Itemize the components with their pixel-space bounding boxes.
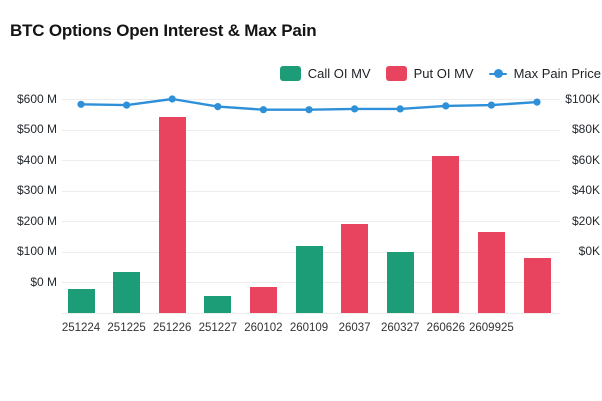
call-bar-251227[interactable] xyxy=(204,296,232,313)
x-axis-label-251227: 251227 xyxy=(198,322,237,334)
put-bar-260102[interactable] xyxy=(249,287,277,313)
h-gridline xyxy=(62,99,560,100)
x-axis-label-251225: 251225 xyxy=(107,322,146,334)
legend-item-call-oi[interactable]: Call OI MV xyxy=(279,65,371,81)
max-pain-point-251227[interactable] xyxy=(214,103,222,111)
right-axis-tick: $40K xyxy=(571,183,600,198)
left-axis-tick: $600 M xyxy=(16,91,57,106)
max-pain-point-251224[interactable] xyxy=(77,100,85,108)
h-gridline xyxy=(62,160,560,162)
left-axis-tick: $500 M xyxy=(16,122,57,137)
max-pain-point-2609925[interactable] xyxy=(487,101,495,109)
chart-title: BTC Options Open Interest & Max Pain xyxy=(10,21,317,40)
max-pain-point-26037[interactable] xyxy=(351,105,359,113)
legend-item-max-pain[interactable]: Max Pain Price xyxy=(488,65,601,81)
h-gridline xyxy=(62,313,560,314)
chart-legend: Call OI MV Put OI MV Max Pain Price xyxy=(279,64,601,82)
legend-label-put-oi: Put OI MV xyxy=(413,65,474,81)
max-pain-point-260102[interactable] xyxy=(259,106,267,114)
max-pain-point-251226[interactable] xyxy=(168,95,176,103)
legend-item-put-oi[interactable]: Put OI MV xyxy=(385,65,474,81)
put-bar-251226[interactable] xyxy=(158,117,186,313)
put-oi-swatch-icon xyxy=(385,65,407,81)
x-axis-label-2609925: 2609925 xyxy=(469,322,514,334)
x-axis-label-260102: 260102 xyxy=(244,322,283,334)
max-pain-point-260109[interactable] xyxy=(305,106,313,114)
x-axis-label-251224: 251224 xyxy=(61,322,101,334)
right-axis-tick: $20K xyxy=(571,213,600,228)
left-axis-tick: $0 M xyxy=(30,274,57,289)
max-pain-point-260626[interactable] xyxy=(442,102,450,110)
max-pain-point-251225[interactable] xyxy=(123,101,131,109)
call-bar-260109[interactable] xyxy=(295,245,323,313)
right-axis-tick: $0K xyxy=(578,244,600,259)
x-axis-label-26037: 26037 xyxy=(338,322,371,334)
left-axis-tick: $100 M xyxy=(16,244,57,259)
right-axis-tick: $60K xyxy=(571,152,600,167)
put-bar-unlabeled[interactable] xyxy=(523,258,551,313)
x-axis-label-260626: 260626 xyxy=(426,322,465,334)
left-axis-tick: $300 M xyxy=(16,183,57,198)
h-gridline xyxy=(62,190,560,192)
legend-label-max-pain: Max Pain Price xyxy=(513,65,601,81)
h-gridline xyxy=(62,129,560,131)
legend-label-call-oi: Call OI MV xyxy=(307,65,371,81)
x-axis-label-251226: 251226 xyxy=(153,322,192,334)
call-oi-swatch-icon xyxy=(279,65,301,81)
h-gridline xyxy=(62,221,560,223)
left-axis-tick: $400 M xyxy=(16,152,57,167)
max-pain-line-marker-icon xyxy=(488,66,507,81)
left-axis-tick: $200 M xyxy=(16,213,57,228)
put-bar-26037[interactable] xyxy=(341,224,369,313)
put-bar-260626[interactable] xyxy=(432,155,460,313)
right-axis-tick: $80K xyxy=(571,122,600,137)
right-axis-tick: $100K xyxy=(565,91,600,106)
x-axis-label-260109: 260109 xyxy=(289,322,329,334)
x-axis-label-260327: 260327 xyxy=(381,322,420,334)
put-bar-2609925[interactable] xyxy=(477,232,505,313)
call-bar-251225[interactable] xyxy=(113,271,141,313)
max-pain-point-unlabeled[interactable] xyxy=(533,98,541,106)
max-pain-point-260327[interactable] xyxy=(396,105,404,113)
call-bar-251224[interactable] xyxy=(67,288,95,313)
call-bar-260327[interactable] xyxy=(386,251,414,313)
